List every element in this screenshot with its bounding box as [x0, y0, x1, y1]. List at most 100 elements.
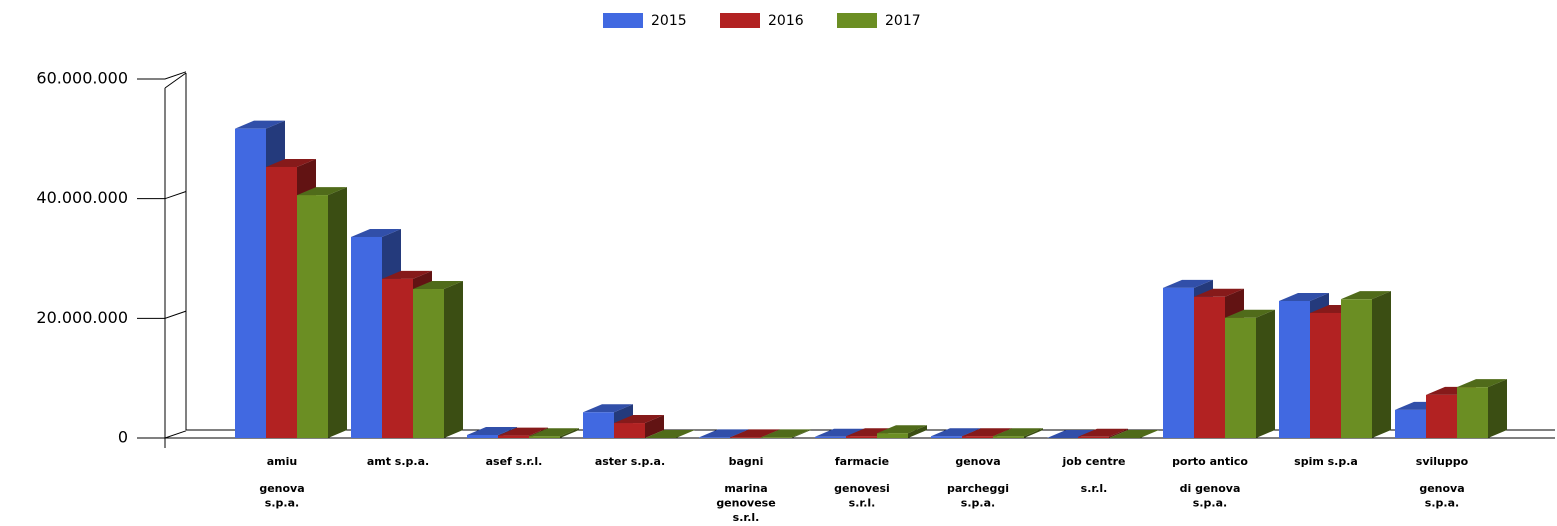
bar-front: [1279, 300, 1310, 438]
x-tick-label: s.p.a.: [265, 497, 299, 510]
bar-front: [1426, 394, 1457, 438]
bar: [1225, 309, 1275, 438]
bar: [645, 430, 695, 438]
x-tick-label: amt s.p.a.: [367, 455, 429, 468]
axis-top: [164, 72, 187, 89]
y-tick: [137, 71, 187, 80]
x-tick-label: parcheggi: [947, 482, 1009, 495]
x-tick-label: s.p.a.: [1425, 497, 1459, 510]
bar-front: [1395, 409, 1426, 438]
bar: [1078, 428, 1128, 438]
bar-top: [993, 428, 1043, 437]
bar-front: [962, 436, 993, 438]
x-tick-label: genova: [955, 455, 1000, 468]
legend-label: 2016: [768, 13, 804, 29]
x-tick-label: porto antico: [1172, 455, 1248, 468]
bar-top: [877, 425, 927, 434]
bar-top: [297, 187, 347, 196]
bar-front: [1225, 317, 1256, 438]
bar-front: [583, 412, 614, 438]
legend-label: 2017: [885, 13, 921, 29]
x-tick-label: genovesi: [834, 482, 890, 495]
bar-top: [266, 158, 316, 167]
x-tick-label: marina: [724, 482, 767, 495]
bar-top: [1457, 379, 1507, 388]
bar-side: [645, 415, 664, 438]
x-tick-label: s.p.a.: [1193, 497, 1227, 510]
bar: [1457, 379, 1507, 438]
bar-front: [877, 433, 908, 438]
y-tick: [137, 190, 187, 200]
bar-front: [498, 435, 529, 438]
bar: [993, 428, 1043, 438]
bar-front: [1078, 436, 1109, 438]
x-tick-label: s.r.l.: [733, 511, 760, 524]
bar: [614, 415, 664, 438]
y-tick-label: 20.000.000: [36, 308, 128, 327]
y-tick-label: 40.000.000: [36, 188, 128, 207]
bar: [413, 281, 463, 438]
bar-front: [351, 236, 382, 438]
bar-top: [962, 428, 1012, 437]
bar-side: [560, 428, 579, 438]
x-tick-label: di genova: [1180, 482, 1241, 495]
bar-front: [931, 436, 962, 438]
bar-front: [413, 289, 444, 438]
legend-swatch: [603, 13, 643, 28]
bar-top: [1279, 292, 1329, 301]
x-tick-label: sviluppo: [1416, 455, 1469, 468]
y-tick: [137, 430, 187, 439]
x-tick-label: amiu: [267, 455, 298, 468]
bar: [297, 187, 347, 438]
bar-top: [846, 428, 896, 437]
bar-top: [1225, 309, 1275, 318]
bar-front: [699, 437, 730, 438]
bar-side: [792, 429, 811, 438]
bar-front: [761, 437, 792, 438]
bar-top: [1194, 288, 1244, 297]
bar: [877, 425, 927, 438]
bar-side: [908, 425, 927, 438]
bar-front: [1457, 387, 1488, 438]
x-tick-label: s.r.l.: [1081, 482, 1108, 495]
bar-top: [583, 404, 633, 413]
bar-side: [444, 281, 463, 438]
bar-top: [529, 428, 579, 437]
bar-top: [1047, 430, 1097, 438]
legend-swatch: [720, 13, 760, 28]
x-tick-label: bagni: [729, 455, 764, 468]
bar: [761, 429, 811, 438]
bar-front: [529, 436, 560, 438]
y-tick-label: 0: [118, 428, 128, 447]
bar-side: [1488, 379, 1507, 438]
x-tick-label: genova: [259, 482, 304, 495]
bar-front: [815, 436, 846, 438]
bar-front: [1341, 299, 1372, 438]
bar-top: [235, 120, 285, 129]
x-tick-label: spim s.p.a: [1294, 455, 1358, 468]
bar-top: [382, 270, 432, 279]
bar: [1341, 291, 1391, 438]
bar-top: [1163, 279, 1213, 288]
legend-label: 2015: [651, 13, 687, 29]
bar-top: [730, 429, 780, 438]
bar-front: [235, 128, 266, 438]
x-tick-label: genovese: [716, 497, 775, 510]
x-tick-label: asef s.r.l.: [486, 455, 543, 468]
x-tick-label: genova: [1419, 482, 1464, 495]
bar-top: [815, 428, 865, 437]
bar: [529, 428, 579, 438]
x-tick-label: aster s.p.a.: [595, 455, 665, 468]
bar-side: [1024, 428, 1043, 438]
bar-front: [1194, 296, 1225, 438]
bar-top: [699, 429, 749, 438]
bar: [1109, 430, 1159, 438]
bar-front: [467, 435, 498, 438]
bar-front: [297, 195, 328, 438]
bar-front: [730, 437, 761, 438]
bar-side: [328, 187, 347, 438]
bar-front: [382, 278, 413, 438]
bar-top: [931, 428, 981, 437]
x-tick-label: job centre: [1062, 455, 1126, 468]
